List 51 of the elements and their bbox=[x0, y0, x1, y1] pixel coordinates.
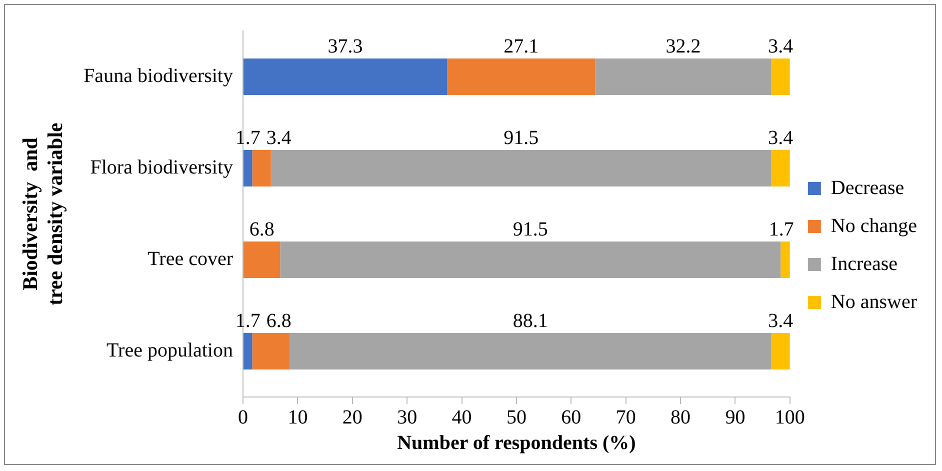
data-label: 1.7 bbox=[235, 127, 260, 150]
bar bbox=[595, 58, 772, 96]
legend-label: No answer bbox=[830, 290, 918, 313]
data-label: 6.8 bbox=[249, 218, 274, 241]
x-tick-label: 20 bbox=[342, 406, 362, 428]
bar bbox=[244, 58, 447, 96]
y-tick-label: Flora biodiversity bbox=[90, 156, 233, 178]
bar bbox=[244, 150, 252, 187]
bar bbox=[289, 332, 772, 370]
bar bbox=[280, 241, 781, 278]
x-tick-label: 90 bbox=[725, 406, 746, 428]
bar bbox=[771, 58, 790, 96]
x-tick-label: 70 bbox=[616, 406, 636, 428]
legend-label: Increase bbox=[830, 252, 898, 275]
bar bbox=[252, 332, 290, 370]
bar bbox=[771, 332, 790, 370]
bar bbox=[771, 150, 790, 187]
x-tick-label: 40 bbox=[452, 406, 472, 428]
data-label: 27.1 bbox=[504, 36, 539, 58]
bar bbox=[447, 58, 596, 96]
bar bbox=[244, 332, 252, 370]
data-label: 88.1 bbox=[512, 310, 548, 332]
bar bbox=[780, 241, 790, 278]
y-tick-label: Tree population bbox=[106, 340, 233, 362]
data-label: 3.4 bbox=[266, 127, 292, 150]
data-label: 3.4 bbox=[768, 36, 794, 58]
data-label: 37.3 bbox=[328, 36, 363, 58]
x-tick-label: 10 bbox=[288, 406, 308, 428]
data-label: 1.7 bbox=[235, 310, 260, 332]
y-axis-title: Biodiversity and tree density variable bbox=[18, 122, 68, 306]
legend-label: No change bbox=[830, 214, 918, 237]
x-tick-label: 30 bbox=[397, 406, 418, 428]
data-label: 1.7 bbox=[768, 218, 794, 241]
legend-label: Decrease bbox=[830, 176, 904, 199]
bar bbox=[244, 241, 280, 278]
bar bbox=[252, 150, 271, 187]
y-tick-label: Fauna biodiversity bbox=[84, 65, 233, 87]
data-label: 3.4 bbox=[768, 310, 794, 332]
y-tick-label: Tree cover bbox=[148, 248, 234, 270]
x-axis-title: Number of respondents (%) bbox=[397, 432, 636, 454]
x-tick-label: 80 bbox=[670, 406, 691, 428]
data-label: 6.8 bbox=[266, 310, 292, 332]
data-label: 91.5 bbox=[512, 218, 548, 241]
x-tick-label: 0 bbox=[238, 406, 248, 428]
x-tick-label: 50 bbox=[506, 406, 526, 428]
data-label: 91.5 bbox=[504, 127, 539, 150]
bar bbox=[270, 150, 772, 187]
x-tick-label: 100 bbox=[774, 406, 805, 428]
data-label: 3.4 bbox=[768, 127, 794, 150]
x-tick-label: 60 bbox=[561, 406, 582, 428]
data-label: 32.2 bbox=[666, 36, 701, 58]
